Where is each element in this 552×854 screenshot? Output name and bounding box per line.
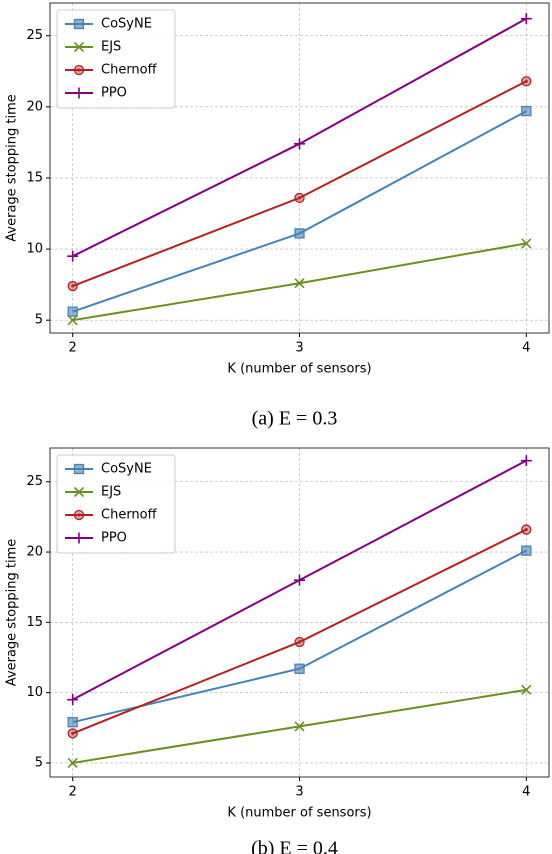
x-tick-label: 3 <box>295 785 303 800</box>
marker <box>521 524 532 535</box>
marker-dot <box>524 528 528 532</box>
legend-marker <box>73 509 85 521</box>
plot-frame <box>49 447 550 778</box>
marker-shape <box>294 721 305 732</box>
marker <box>294 663 305 674</box>
marker-dot <box>77 68 81 72</box>
marker-shape <box>73 87 85 99</box>
marker <box>294 192 305 204</box>
marker <box>67 717 78 728</box>
marker <box>67 728 78 739</box>
marker-dot <box>77 513 81 517</box>
marker <box>294 574 305 586</box>
marker <box>67 757 78 769</box>
marker <box>521 545 532 556</box>
marker <box>67 315 78 326</box>
marker-dot <box>298 196 301 200</box>
legend-marker <box>73 41 85 53</box>
y-tick-label: 20 <box>26 545 43 560</box>
marker <box>294 138 305 150</box>
legend-label: CoSyNE <box>101 17 152 32</box>
legend-box <box>56 454 176 554</box>
marker-shape <box>67 250 79 262</box>
marker <box>67 250 79 262</box>
marker <box>294 636 305 648</box>
legend-label: EJS <box>101 40 121 55</box>
y-tick-label: 5 <box>35 755 43 770</box>
marker-dot <box>71 731 75 735</box>
marker <box>521 238 532 249</box>
marker <box>521 76 532 87</box>
marker-shape <box>67 717 78 728</box>
marker <box>521 684 532 695</box>
marker-shape <box>73 486 85 498</box>
marker-shape <box>67 306 78 317</box>
x-tick-label: 3 <box>295 341 303 356</box>
marker-shape <box>294 278 305 289</box>
marker-dot <box>71 284 75 288</box>
marker <box>67 280 78 292</box>
marker-shape <box>521 238 532 249</box>
marker-shape <box>521 545 532 556</box>
legend-label: PPO <box>101 531 127 546</box>
marker-dot <box>298 640 301 644</box>
y-tick-label: 5 <box>35 313 43 328</box>
y-tick-label: 25 <box>26 474 43 489</box>
y-tick-label: 10 <box>26 685 43 700</box>
plot-frame <box>49 2 550 334</box>
x-axis-label: K (number of sensors) <box>227 806 371 821</box>
caption: (b) E = 0.4 <box>251 838 338 854</box>
legend-label: EJS <box>101 485 121 500</box>
marker-shape <box>521 105 532 117</box>
x-tick-label: 2 <box>69 785 77 800</box>
y-tick-label: 15 <box>26 170 43 185</box>
legend-marker <box>73 532 85 544</box>
marker-shape <box>67 694 79 706</box>
y-tick-label: 10 <box>26 242 43 257</box>
x-tick-label: 2 <box>69 341 77 356</box>
marker-shape <box>294 228 305 239</box>
marker <box>67 694 79 706</box>
marker <box>294 228 305 239</box>
legend-marker <box>73 87 85 99</box>
marker-shape <box>73 41 85 53</box>
marker <box>520 455 532 467</box>
legend-box <box>56 9 176 109</box>
x-tick-label: 4 <box>522 341 530 356</box>
legend-label: CoSyNE <box>101 462 152 477</box>
legend-marker <box>73 18 85 30</box>
marker <box>520 13 532 25</box>
legend-label: Chernoff <box>101 508 158 523</box>
marker-shape <box>294 574 305 586</box>
y-axis-label: Average stopping time <box>5 94 20 241</box>
marker-shape <box>73 18 85 30</box>
y-axis-label: Average stopping time <box>5 539 20 686</box>
marker <box>294 278 305 289</box>
legend-marker <box>73 64 85 76</box>
legend-label: Chernoff <box>101 63 158 78</box>
marker-shape <box>73 463 85 475</box>
legend-label: PPO <box>101 86 127 101</box>
x-tick-label: 4 <box>522 785 530 800</box>
marker-shape <box>294 663 305 674</box>
marker-shape <box>520 455 532 467</box>
marker-shape <box>520 13 532 25</box>
x-axis-label: K (number of sensors) <box>227 362 371 377</box>
marker-dot <box>524 79 528 83</box>
y-tick-label: 15 <box>26 615 43 630</box>
marker <box>521 105 532 117</box>
marker-shape <box>294 138 305 150</box>
y-tick-label: 25 <box>26 28 43 43</box>
marker-shape <box>67 315 78 326</box>
marker <box>67 306 78 317</box>
legend-marker <box>73 486 85 498</box>
y-tick-label: 20 <box>26 99 43 114</box>
marker-shape <box>73 532 85 544</box>
marker <box>294 721 305 732</box>
marker-shape <box>521 684 532 695</box>
marker-shape <box>67 757 78 769</box>
legend-marker <box>73 463 85 475</box>
caption: (a) E = 0.3 <box>252 408 338 430</box>
